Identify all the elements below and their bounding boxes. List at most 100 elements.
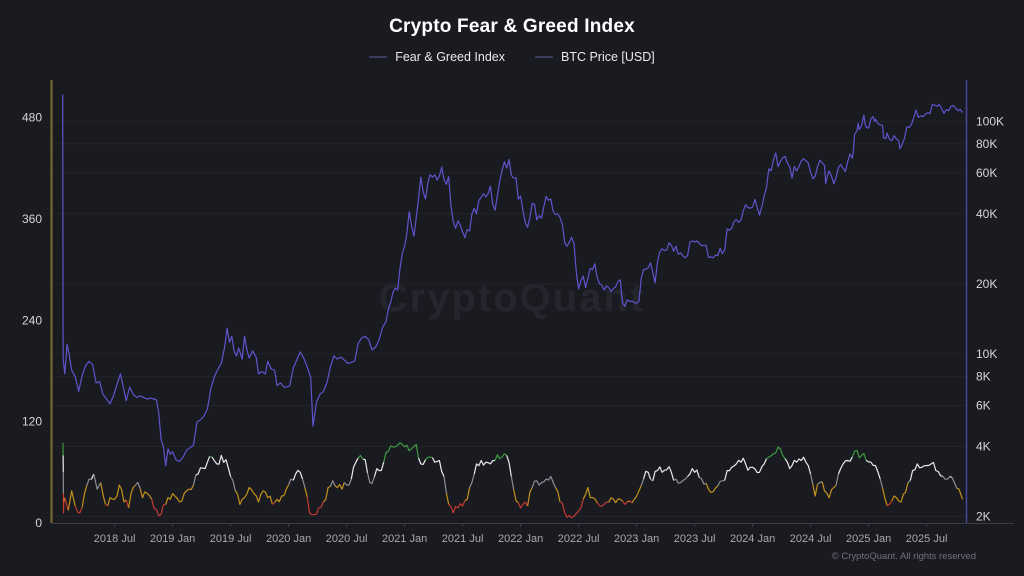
fear-greed-line-segment <box>234 486 273 505</box>
fear-greed-line-segment <box>383 442 420 463</box>
fear-greed-line-segment <box>724 457 768 481</box>
fear-greed-line-segment <box>554 487 561 503</box>
chart-title: Crypto Fear & Greed Index <box>389 16 635 37</box>
fear-greed-line-segment <box>165 484 195 505</box>
fear-greed-line-segment <box>209 455 213 458</box>
fear-greed-line-segment <box>211 454 232 477</box>
fear-greed-line-segment <box>139 488 153 500</box>
fear-greed-line-segment <box>510 476 515 490</box>
fear-greed-line-segment <box>909 461 943 481</box>
fear-greed-line-segment <box>951 477 958 489</box>
x-axis-tick-label: 2023 Jan <box>614 533 659 545</box>
fear-greed-line-segment <box>851 449 867 461</box>
right-axis-tick-label: 60K <box>976 166 997 180</box>
fear-greed-line-segment <box>274 484 290 503</box>
fear-greed-line-segment <box>357 454 364 460</box>
fear-greed-line-segment <box>448 500 466 514</box>
fear-greed-line-segment <box>956 487 964 500</box>
right-axis-tick-label: 6K <box>976 399 991 413</box>
btc-price-line <box>62 94 963 467</box>
fear-greed-line-segment <box>301 478 306 488</box>
fear-greed-line-segment <box>698 476 707 485</box>
fear-greed-line-segment <box>306 497 324 516</box>
x-axis-tick-label: 2020 Jul <box>326 533 368 545</box>
x-axis-tick-label: 2021 Jul <box>442 533 484 545</box>
fear-greed-line-segment <box>230 476 236 492</box>
fear-greed-line-segment <box>821 481 837 499</box>
fear-greed-line-segment <box>817 481 823 485</box>
fear-greed-line-segment <box>766 446 786 460</box>
fear-greed-line-segment <box>835 473 839 486</box>
legend: Fear & Greed Index BTC Price [USD] <box>0 50 1024 64</box>
fear-greed-line-segment <box>879 478 884 488</box>
fear-greed-line-segment <box>350 457 359 480</box>
copyright-text: © CryptoQuant. All rights reserved <box>831 551 976 562</box>
fear-greed-line-segment <box>64 497 69 511</box>
fear-greed-line-segment <box>705 483 719 493</box>
fear-greed-line-segment <box>373 462 385 477</box>
fear-greed-line-segment <box>506 455 512 477</box>
fear-greed-line-segment <box>195 456 211 476</box>
fear-greed-line-segment <box>151 499 166 517</box>
fear-greed-line-segment <box>81 485 88 508</box>
x-axis-tick-label: 2025 Jul <box>906 533 948 545</box>
fear-greed-line-segment <box>443 476 447 494</box>
fear-greed-line-segment <box>329 480 336 487</box>
fear-greed-line-segment <box>517 501 529 509</box>
x-axis-tick-label: 2022 Jan <box>498 533 543 545</box>
x-axis-tick-label: 2022 Jul <box>558 533 600 545</box>
right-axis-tick-label: 4K <box>976 440 991 454</box>
x-axis-tick-label: 2019 Jul <box>210 533 252 545</box>
right-axis-tick-label: 80K <box>976 137 997 151</box>
fear-greed-line-segment <box>881 487 888 506</box>
fear-greed-line-segment <box>288 478 294 485</box>
fear-greed-line-segment <box>949 475 953 479</box>
btc-price-line-swatch-icon <box>535 56 553 58</box>
legend-label-fear-greed-index: Fear & Greed Index <box>395 50 505 64</box>
fear-greed-line-segment <box>673 476 689 484</box>
fear-greed-line-segment <box>445 493 450 505</box>
legend-item-btc-price[interactable]: BTC Price [USD] <box>535 50 655 64</box>
right-axis-tick-label: 10K <box>976 347 997 361</box>
left-axis-tick-label: 120 <box>22 415 42 429</box>
fear-greed-line-segment <box>527 487 533 507</box>
fear-greed-line-segment <box>687 468 700 478</box>
fear-greed-line-segment <box>362 458 369 474</box>
fear-greed-line-segment <box>425 456 433 461</box>
fear-greed-line-segment <box>135 481 141 489</box>
fear-greed-line-segment <box>86 478 92 486</box>
left-axis-tick-label: 360 <box>22 212 42 226</box>
fear-greed-line-segment <box>107 484 127 506</box>
fear-greed-line-segment <box>272 501 276 505</box>
legend-label-btc-price: BTC Price [USD] <box>561 50 655 64</box>
fear-greed-line-segment <box>192 474 197 486</box>
right-axis-tick-label: 100K <box>976 114 1004 128</box>
fear-greed-line-segment <box>640 478 645 486</box>
fear-greed-line-segment <box>717 479 725 487</box>
fear-greed-line-segment <box>627 500 630 503</box>
right-axis-tick-label: 40K <box>976 207 997 221</box>
x-axis-tick-label: 2021 Jan <box>382 533 427 545</box>
fear-greed-line-segment <box>652 466 675 481</box>
fear-greed-line-segment <box>292 469 304 481</box>
fear-greed-line-segment <box>582 486 598 504</box>
fear-greed-line-segment <box>907 480 911 483</box>
fear-greed-line-segment <box>837 456 853 475</box>
fear-greed-line-segment <box>784 456 812 475</box>
fear-greed-line-segment <box>417 457 427 465</box>
fear-greed-line-segment <box>334 482 345 490</box>
fear-greed-line-segment <box>608 497 624 504</box>
x-axis-tick-label: 2023 Jul <box>674 533 716 545</box>
fear-greed-line-swatch-icon <box>369 56 388 58</box>
x-axis-tick-label: 2024 Jan <box>730 533 775 545</box>
fear-greed-line-segment <box>891 482 909 503</box>
left-axis-tick-label: 240 <box>22 313 42 327</box>
fear-greed-line-segment <box>622 500 628 505</box>
x-axis-tick-label: 2025 Jan <box>846 533 891 545</box>
legend-item-fear-greed-index[interactable]: Fear & Greed Index <box>369 50 505 64</box>
fear-greed-line-segment <box>74 505 83 514</box>
fear-greed-line-segment <box>642 470 652 480</box>
right-axis-tick-label: 20K <box>976 277 997 291</box>
fear-greed-line-segment <box>865 459 881 480</box>
